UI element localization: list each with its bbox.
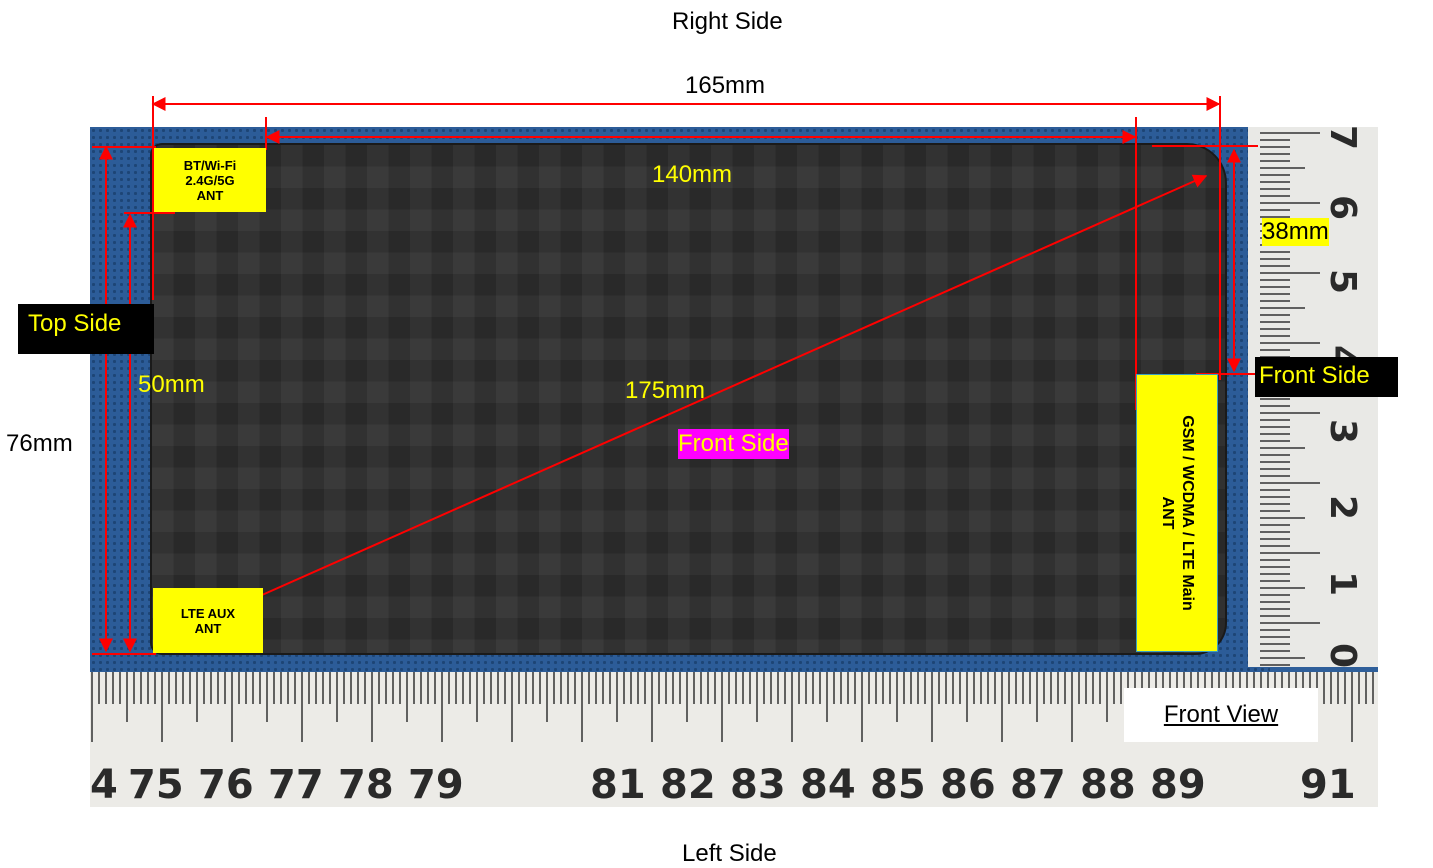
ant-line: ANT: [1159, 496, 1177, 530]
dim-165-label: 165mm: [685, 72, 766, 99]
ant-line: GSM / WCDMA / LTE Main: [1179, 415, 1197, 611]
ruler-bottom-num: 4: [90, 762, 118, 807]
front-side-right-label: Front Side: [1255, 357, 1398, 397]
right-side-label: Right Side: [672, 8, 783, 35]
ruler-bottom-num: 79: [408, 762, 464, 807]
dim-175-label: 175mm: [625, 377, 706, 404]
ruler-bottom-num: 75: [128, 762, 184, 807]
device-photo: 7 6 5 4 3 2 1 0 4 75 76 77 78 79 81 82 8…: [90, 127, 1378, 807]
ruler-bottom-num: 82: [660, 762, 716, 807]
ruler-bottom-num: 85: [870, 762, 926, 807]
ant-line: ANT: [194, 620, 222, 636]
ant-line: 2.4G/5G: [185, 172, 235, 188]
ant-line: BT/Wi-Fi: [183, 157, 237, 173]
ruler-bottom-num: 81: [590, 762, 646, 807]
ruler-bottom-num: 77: [268, 762, 324, 807]
dim-140-label: 140mm: [652, 161, 733, 188]
front-view-text: Front View: [1163, 701, 1279, 728]
device-body: [152, 145, 1225, 653]
ruler-bottom-num: 83: [730, 762, 786, 807]
gsm-main-antenna-label: GSM / WCDMA / LTE Main ANT: [1136, 374, 1218, 652]
ruler-bottom-num: 78: [338, 762, 394, 807]
ruler-bottom-num: 86: [940, 762, 996, 807]
top-side-label: Top Side: [18, 304, 154, 354]
front-view-label: Front View: [1124, 688, 1318, 742]
ruler-bottom-num: 84: [800, 762, 856, 807]
dim-76-label: 76mm: [6, 430, 73, 457]
left-side-label: Left Side: [682, 840, 777, 867]
ruler-bottom-num: 76: [198, 762, 254, 807]
dim-line-175: [261, 174, 1208, 596]
bt-wifi-antenna-label: BT/Wi-Fi 2.4G/5G ANT: [154, 148, 266, 212]
ruler-bottom-num: 88: [1080, 762, 1136, 807]
dim-38-label: 38mm: [1262, 218, 1329, 246]
gsm-main-text: GSM / WCDMA / LTE Main ANT: [1157, 415, 1197, 611]
dim-50-label: 50mm: [138, 371, 205, 398]
ruler-bottom-num: 91: [1300, 762, 1356, 807]
front-side-center-label: Front Side: [678, 429, 789, 459]
ant-line: LTE AUX: [180, 605, 236, 621]
ruler-bottom-num: 87: [1010, 762, 1066, 807]
ruler-bottom-num: 89: [1150, 762, 1206, 807]
ant-line: ANT: [196, 187, 224, 203]
vertical-ruler: 7 6 5 4 3 2 1 0: [1248, 127, 1378, 673]
lte-aux-antenna-label: LTE AUX ANT: [153, 588, 263, 653]
